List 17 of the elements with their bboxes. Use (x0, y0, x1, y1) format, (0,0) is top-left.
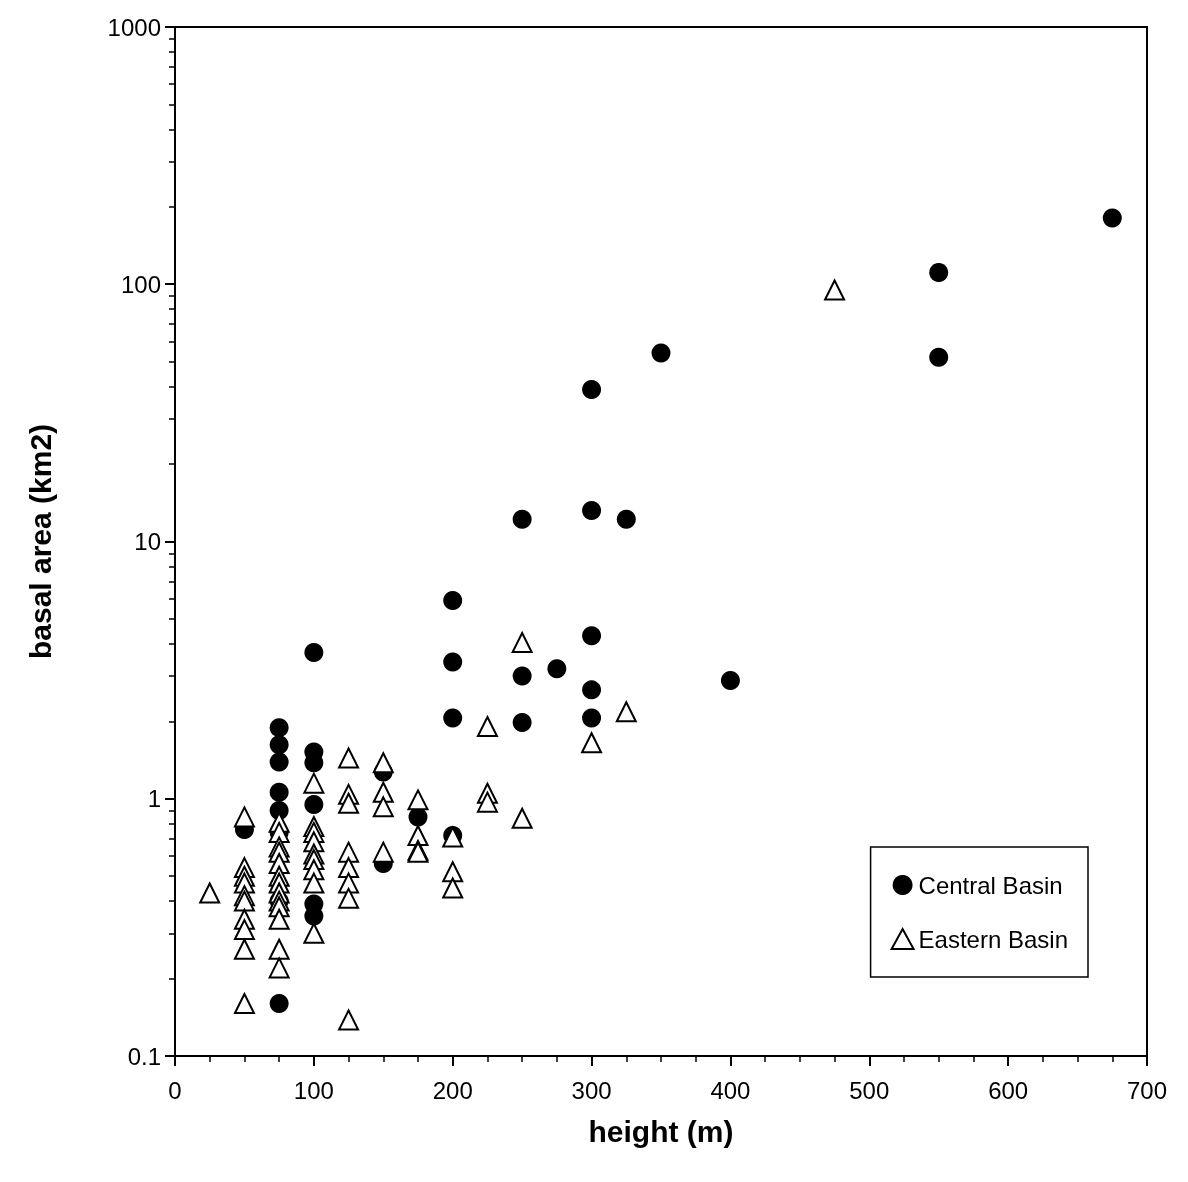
x-tick-label: 400 (710, 1076, 751, 1104)
x-tick-label: 500 (849, 1076, 890, 1104)
y-tick-label: 100 (120, 270, 161, 298)
x-axis-title: height (m) (588, 1114, 734, 1148)
y-tick-label: 0.1 (127, 1042, 161, 1070)
x-tick-label: 600 (988, 1076, 1029, 1104)
y-tick-label: 10 (134, 528, 161, 555)
legend-label: Central Basin (918, 871, 1063, 899)
x-tick-label: 100 (293, 1076, 334, 1104)
x-tick-label: 200 (432, 1076, 473, 1104)
x-tick-label: 700 (1126, 1076, 1168, 1104)
y-axis-title: basal area (km2) (23, 423, 57, 660)
y-tick-label: 1 (147, 785, 161, 813)
y-tick-label: 1000 (107, 13, 161, 41)
legend-label: Eastern Basin (918, 925, 1069, 953)
x-tick-label: 0 (168, 1076, 182, 1104)
x-tick-label: 300 (571, 1076, 612, 1104)
